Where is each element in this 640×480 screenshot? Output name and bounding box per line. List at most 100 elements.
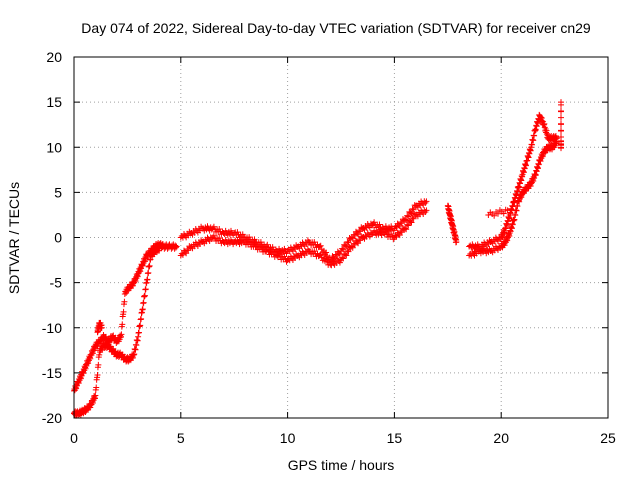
data-point (403, 226, 410, 233)
data-point (558, 114, 565, 121)
data-point (340, 246, 347, 253)
data-point (317, 242, 324, 249)
data-point (407, 209, 414, 216)
data-point (145, 269, 152, 276)
y-tick-label: -20 (42, 410, 62, 426)
data-point (276, 251, 283, 258)
data-point (281, 253, 288, 260)
data-point (388, 230, 395, 237)
data-point (119, 321, 126, 328)
y-tick-label: 5 (54, 184, 62, 200)
data-point (142, 286, 149, 293)
data-point (144, 276, 151, 283)
data-point (339, 254, 346, 261)
data-point (173, 243, 180, 250)
data-point (511, 216, 518, 223)
data-point (408, 219, 415, 226)
x-axis-label: GPS time / hours (288, 457, 395, 473)
data-point (423, 207, 430, 214)
data-point (376, 221, 383, 228)
y-tick-label: 10 (46, 139, 62, 155)
data-point (251, 240, 258, 247)
x-tick-label: 25 (600, 430, 616, 446)
data-point (234, 229, 241, 236)
y-tick-label: 20 (46, 49, 62, 65)
data-point (343, 252, 350, 259)
data-point (558, 128, 565, 135)
data-point (257, 243, 264, 250)
data-point (340, 255, 347, 262)
x-tick-label: 20 (493, 430, 509, 446)
data-point (404, 212, 411, 219)
data-point (172, 244, 179, 251)
data-point (409, 205, 416, 212)
data-point (132, 346, 139, 353)
data-point (342, 242, 349, 249)
data-point (210, 232, 217, 239)
data-point (405, 222, 412, 229)
data-point (140, 299, 147, 306)
data-point (269, 248, 276, 255)
data-point (118, 331, 125, 338)
data-point (345, 248, 352, 255)
data-point (342, 251, 349, 258)
data-point (345, 239, 352, 246)
y-tick-label: -15 (42, 365, 62, 381)
data-point (512, 212, 519, 219)
data-point (135, 329, 142, 336)
data-point (133, 342, 140, 349)
data-point (494, 210, 501, 217)
data-point (453, 239, 460, 246)
data-point (531, 132, 538, 139)
data-point (138, 315, 145, 322)
data-point (93, 384, 100, 391)
y-tick-label: 0 (54, 230, 62, 246)
data-point (403, 217, 410, 224)
data-point (371, 219, 378, 226)
data-point (339, 245, 346, 252)
data-point (344, 247, 351, 254)
data-point (156, 245, 163, 252)
y-tick-label: -5 (50, 275, 63, 291)
data-point (343, 243, 350, 250)
data-point (94, 372, 101, 379)
grid (74, 57, 608, 418)
data-point (405, 213, 412, 220)
y-tick-label: -10 (42, 320, 62, 336)
data-point (402, 216, 409, 223)
data-point (264, 246, 271, 253)
data-point (317, 251, 324, 258)
y-tick-label: 15 (46, 94, 62, 110)
data-point (146, 262, 153, 269)
data-point (504, 207, 511, 214)
data-point (323, 249, 330, 256)
data-point (137, 322, 144, 329)
y-axis-label: SDTVAR / TECUs (6, 182, 22, 294)
data-point (336, 259, 343, 266)
y-axis-ticks: -20 -15 -10 -5 0 5 10 15 20 (42, 49, 608, 426)
data-point (528, 141, 535, 148)
data-point (139, 306, 146, 313)
data-point (92, 392, 99, 399)
x-tick-label: 5 (177, 430, 185, 446)
data-point (409, 214, 416, 221)
data-point (558, 101, 565, 108)
data-point (408, 210, 415, 217)
data-point (558, 145, 565, 152)
data-point (95, 361, 102, 368)
data-point (514, 203, 521, 210)
data-point (210, 223, 217, 230)
data-points (71, 99, 565, 419)
data-point (500, 210, 507, 217)
data-point (121, 298, 128, 305)
chart-title: Day 074 of 2022, Sidereal Day-to-day VTE… (81, 20, 591, 36)
data-point (404, 221, 411, 228)
data-point (141, 292, 148, 299)
data-point (131, 351, 138, 358)
data-point (553, 139, 560, 146)
data-point (410, 215, 417, 222)
data-point (120, 308, 127, 315)
data-point (558, 121, 565, 128)
x-tick-label: 10 (280, 430, 296, 446)
